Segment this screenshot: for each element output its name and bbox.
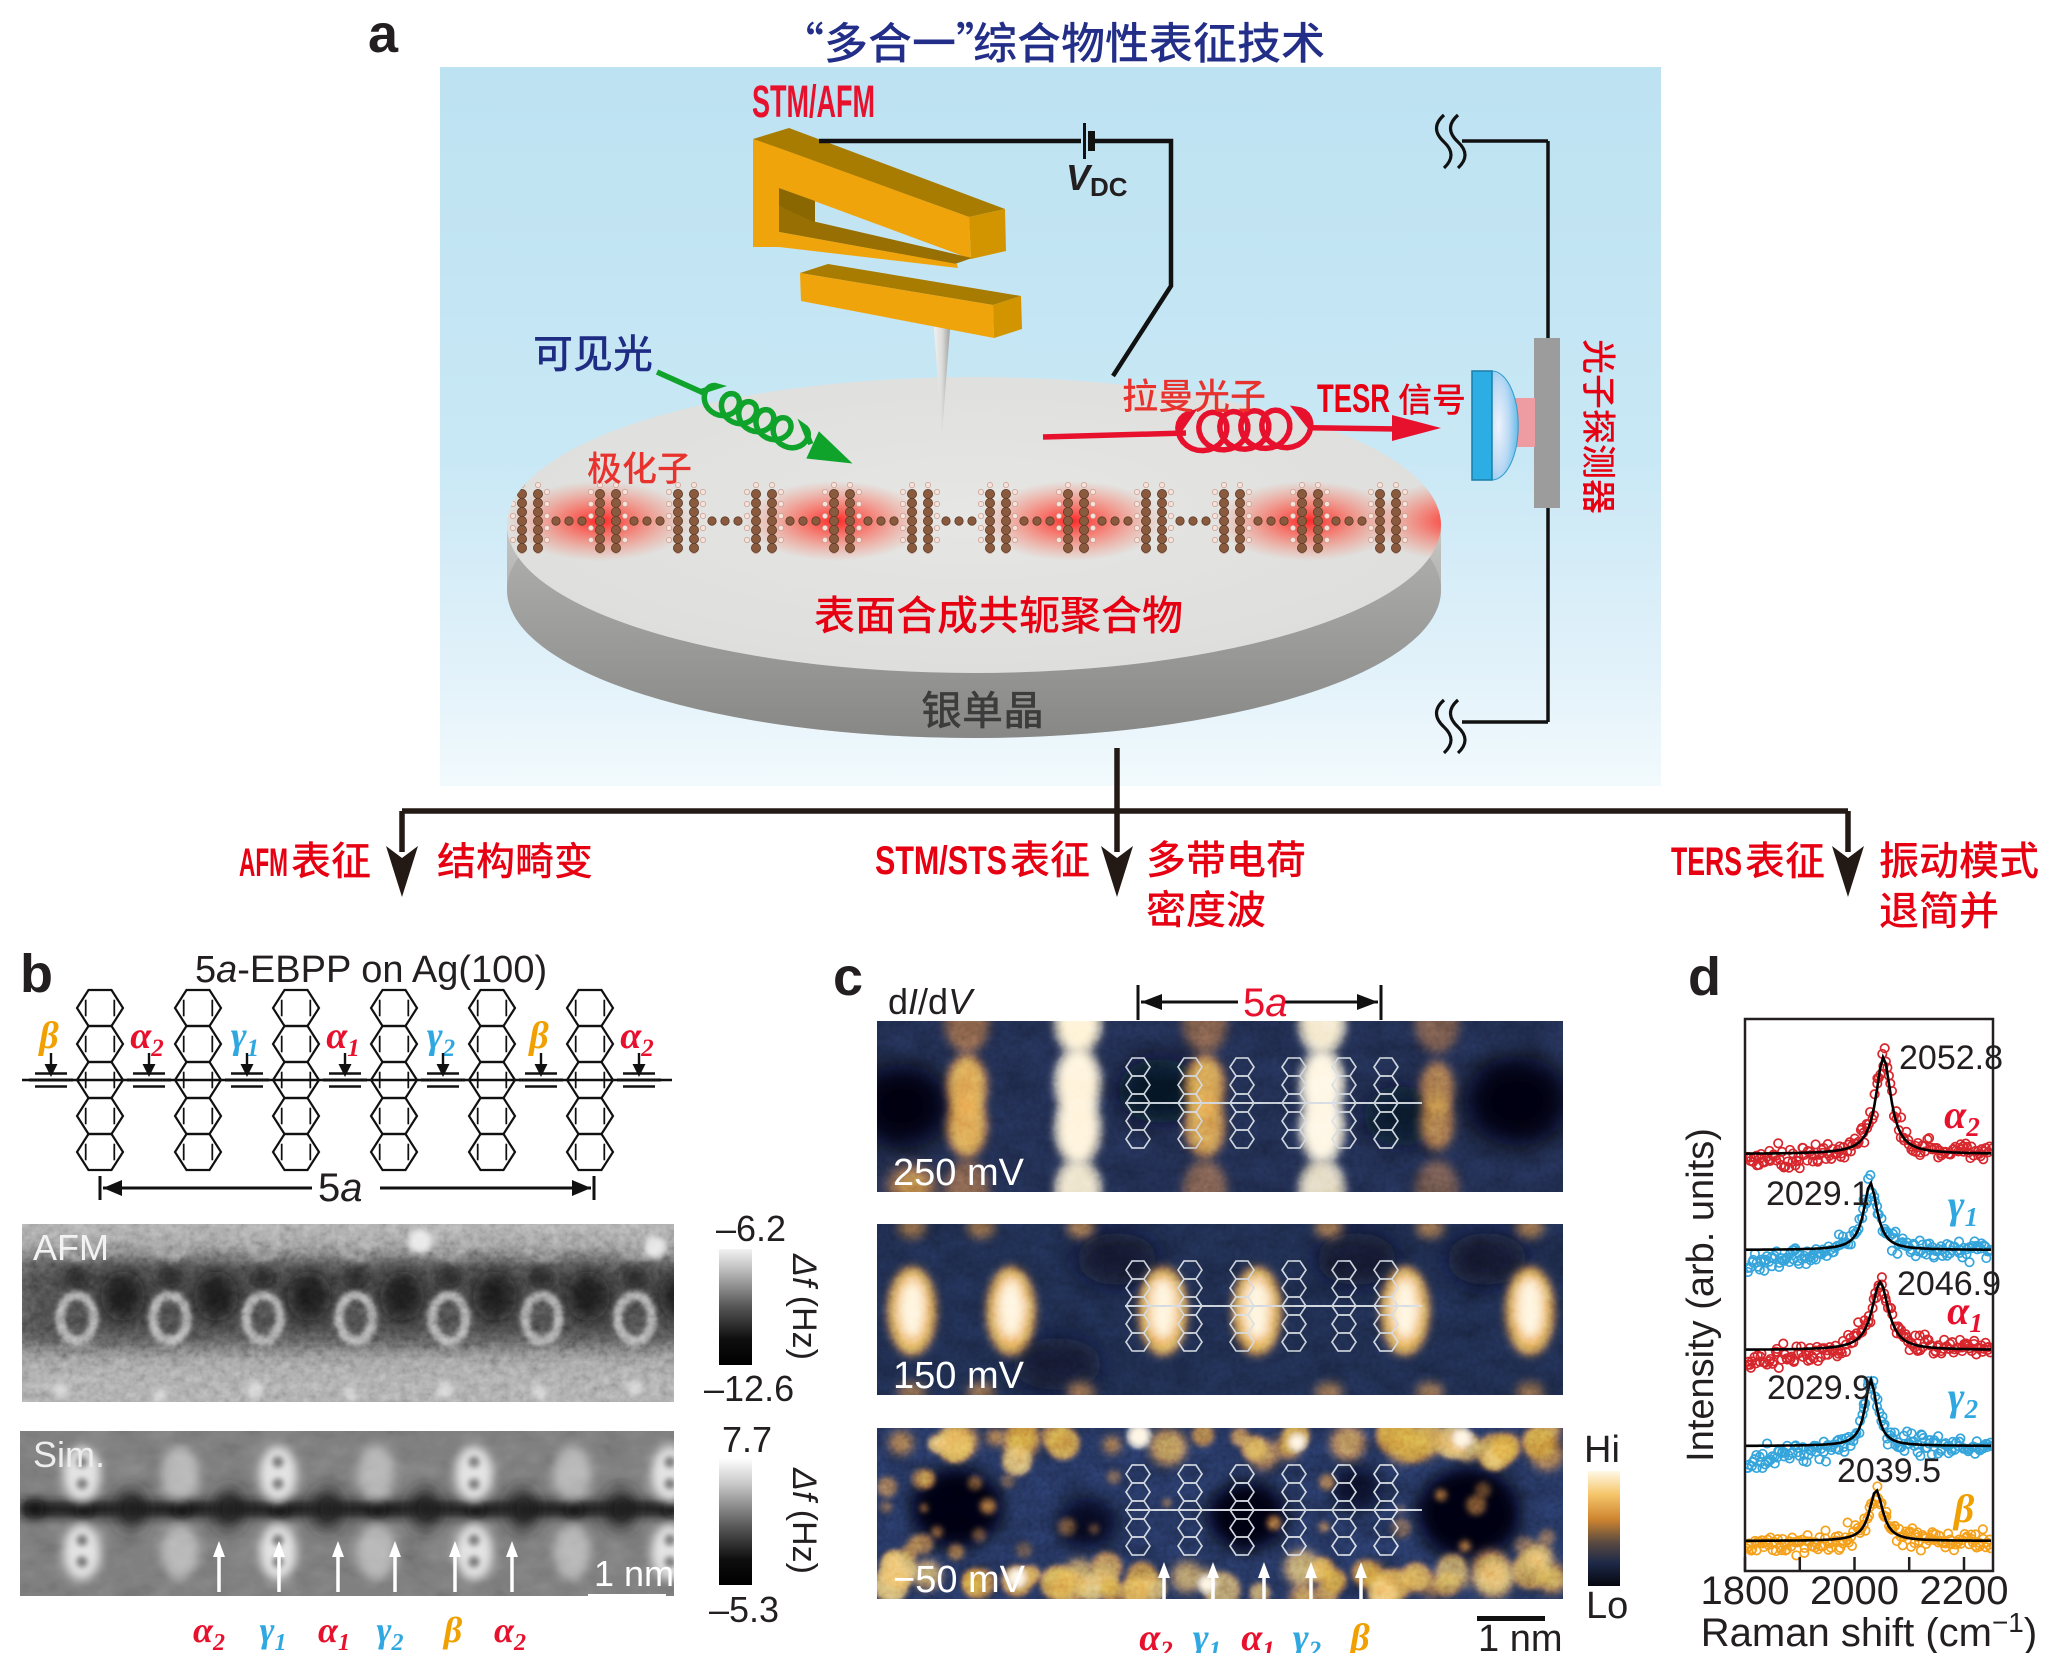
svg-text:β: β — [527, 1015, 549, 1057]
svg-text:β: β — [1952, 1486, 1975, 1531]
svg-text:β: β — [442, 1610, 463, 1650]
svg-text:AFM: AFM — [33, 1227, 109, 1268]
svg-text:7.7: 7.7 — [722, 1419, 772, 1460]
svg-text:α2: α2 — [494, 1610, 526, 1653]
svg-text:Δf (Hz): Δf (Hz) — [785, 1253, 823, 1360]
svg-text:1800: 1800 — [1701, 1569, 1790, 1613]
svg-text:2000: 2000 — [1810, 1569, 1899, 1613]
svg-text:b: b — [20, 944, 53, 1004]
svg-text:Hi: Hi — [1584, 1429, 1620, 1471]
svg-text:1 nm: 1 nm — [1478, 1618, 1562, 1653]
svg-text:2029.9: 2029.9 — [1767, 1369, 1871, 1407]
svg-text:2200: 2200 — [1920, 1569, 2009, 1613]
svg-text:AFM: AFM — [239, 841, 288, 885]
svg-text:2052.8: 2052.8 — [1899, 1039, 2003, 1077]
svg-text:VDC: VDC — [1066, 157, 1128, 202]
svg-text:TESR: TESR — [1317, 377, 1390, 421]
svg-text:β: β — [37, 1015, 59, 1057]
svg-text:STM/AFM: STM/AFM — [752, 76, 875, 127]
svg-text:−50 mV: −50 mV — [893, 1559, 1026, 1601]
svg-text:β: β — [1348, 1617, 1370, 1653]
svg-text:2039.5: 2039.5 — [1837, 1452, 1941, 1490]
svg-text:150 mV: 150 mV — [893, 1355, 1025, 1397]
svg-text:Δf (Hz): Δf (Hz) — [785, 1467, 823, 1574]
svg-text:–5.3: –5.3 — [709, 1589, 779, 1630]
svg-text:STM/STS: STM/STS — [875, 839, 1007, 883]
svg-text:TERS: TERS — [1671, 840, 1742, 884]
svg-text:–6.2: –6.2 — [716, 1208, 786, 1249]
svg-text:–12.6: –12.6 — [704, 1368, 794, 1409]
svg-text:2029.1: 2029.1 — [1766, 1175, 1870, 1213]
svg-text:Lo: Lo — [1586, 1585, 1628, 1627]
svg-text:Sim.: Sim. — [33, 1434, 105, 1475]
svg-text:2046.9: 2046.9 — [1897, 1265, 2001, 1303]
svg-text:dI/dV: dI/dV — [888, 981, 975, 1022]
svg-text:5a-EBPP on Ag(100): 5a-EBPP on Ag(100) — [195, 949, 547, 991]
svg-text:d: d — [1688, 947, 1721, 1007]
svg-text:c: c — [833, 947, 863, 1007]
svg-text:Intensity (arb. units): Intensity (arb. units) — [1680, 1128, 1722, 1462]
svg-text:5a: 5a — [1243, 981, 1288, 1025]
svg-text:a: a — [368, 4, 399, 64]
svg-text:Raman shift (cm−1): Raman shift (cm−1) — [1701, 1607, 2037, 1653]
svg-text:250 mV: 250 mV — [893, 1152, 1025, 1194]
svg-text:5a: 5a — [318, 1166, 363, 1210]
svg-text:1 nm: 1 nm — [594, 1553, 674, 1594]
